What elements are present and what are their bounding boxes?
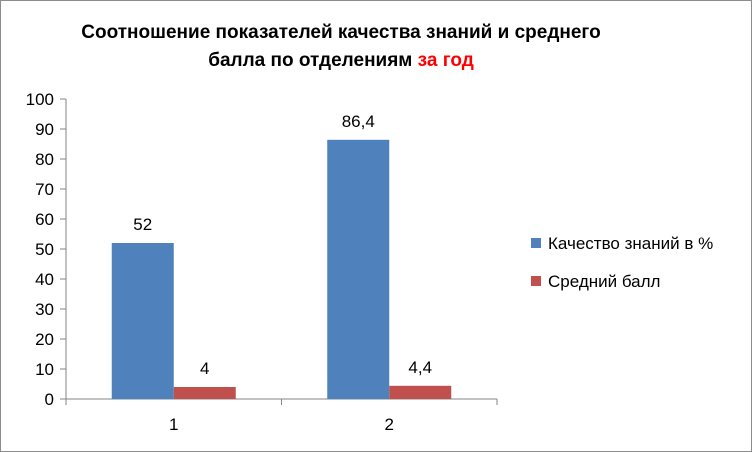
data-label: 86,4: [342, 112, 375, 131]
chart-title-line2: балла по отделениям: [208, 50, 418, 71]
data-label: 4,4: [408, 358, 432, 377]
x-tick-label: 2: [385, 415, 394, 434]
y-tick-label: 0: [45, 390, 54, 409]
chart-title-line1: Соотношение показателей качества знаний …: [81, 22, 601, 43]
chart-title-accent: за год: [417, 50, 474, 71]
bar: [111, 243, 174, 399]
y-tick-label: 80: [35, 150, 54, 169]
bar: [327, 139, 390, 400]
x-tick-label: 1: [169, 415, 178, 434]
data-label: 52: [133, 215, 152, 234]
y-tick-label: 50: [35, 240, 54, 259]
bar: [173, 387, 236, 399]
y-tick-label: 70: [35, 180, 54, 199]
y-tick-label: 10: [35, 360, 54, 379]
legend-swatch: [531, 238, 541, 248]
y-tick-label: 20: [35, 330, 54, 349]
bar: [389, 385, 452, 399]
legend-entry: Качество знаний в %: [548, 234, 713, 253]
y-tick-label: 60: [35, 210, 54, 229]
y-tick-label: 30: [35, 300, 54, 319]
y-tick-label: 100: [26, 90, 54, 109]
legend-swatch: [531, 276, 541, 286]
legend-entry: Средний балл: [548, 272, 660, 291]
y-tick-label: 90: [35, 120, 54, 139]
chart-title: Соотношение показателей качества знаний …: [41, 19, 641, 75]
y-tick-label: 40: [35, 270, 54, 289]
data-label: 4: [200, 359, 209, 378]
